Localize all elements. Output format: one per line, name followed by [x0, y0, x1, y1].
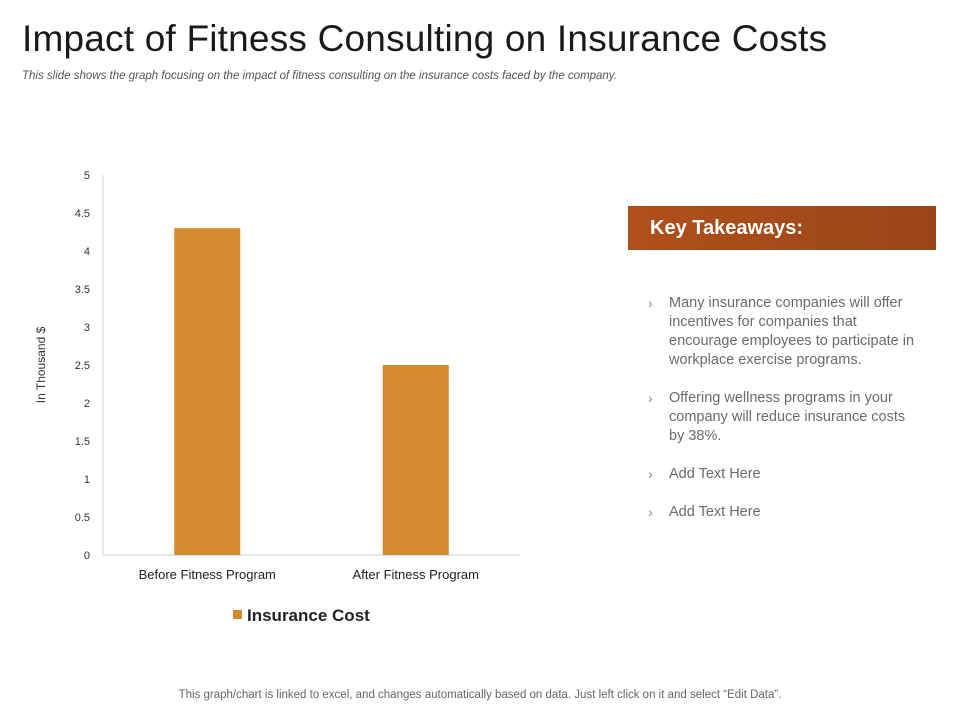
y-axis-ticks: 0 0.5 1 1.5 2 2.5 3 3.5 4 4.5 5	[75, 170, 90, 562]
x-axis-labels: Before Fitness Program After Fitness Prog…	[139, 567, 479, 582]
takeaways-list: › Many insurance companies will offer inc…	[648, 294, 918, 541]
key-takeaways-header: Key Takeaways:	[628, 206, 936, 250]
footer-note: This graph/chart is linked to excel, and…	[178, 689, 782, 701]
bar[interactable]	[382, 365, 449, 555]
y-tick-label: 2	[84, 398, 90, 410]
page-title: Impact of Fitness Consulting on Insuranc…	[22, 18, 828, 59]
y-tick-label: 2.5	[75, 360, 90, 372]
insurance-cost-bar-chart[interactable]: 0 0.5 1 1.5 2 2.5 3 3.5 4 4.5 5 Before Fitness Pro…	[0, 150, 560, 650]
chevron-right-icon: ›	[648, 466, 653, 482]
legend-swatch	[233, 610, 242, 619]
y-tick-label: 1	[84, 474, 90, 486]
takeaway-text: Many insurance companies will offer ince…	[669, 295, 915, 368]
y-tick-label: 4.5	[75, 208, 90, 220]
legend-label[interactable]: Insurance Cost	[247, 606, 370, 625]
takeaway-item: › Add Text Here	[648, 465, 918, 484]
y-tick-label: 0.5	[75, 512, 90, 524]
takeaway-text: Add Text Here	[669, 504, 761, 520]
chevron-right-icon: ›	[648, 295, 653, 311]
bar[interactable]	[174, 228, 241, 555]
x-tick-label: Before Fitness Program	[139, 567, 276, 582]
chevron-right-icon: ›	[648, 504, 653, 520]
y-tick-label: 0	[84, 550, 90, 562]
takeaway-text: Add Text Here	[669, 466, 761, 482]
y-tick-label: 3.5	[75, 284, 90, 296]
page-subtitle: This slide shows the graph focusing on t…	[22, 70, 617, 82]
x-tick-label: After Fitness Program	[353, 567, 479, 582]
bars-group	[174, 228, 449, 555]
y-axis-title: In Thousand $	[34, 326, 48, 403]
y-tick-label: 1.5	[75, 436, 90, 448]
takeaway-text: Offering wellness programs in your compa…	[669, 390, 906, 444]
chevron-right-icon: ›	[648, 390, 653, 406]
takeaway-item: › Offering wellness programs in your comp…	[648, 389, 918, 446]
y-tick-label: 3	[84, 322, 90, 334]
y-tick-label: 5	[84, 170, 90, 182]
y-tick-label: 4	[84, 246, 90, 258]
takeaway-item: › Many insurance companies will offer inc…	[648, 294, 918, 370]
takeaway-item: › Add Text Here	[648, 503, 918, 522]
